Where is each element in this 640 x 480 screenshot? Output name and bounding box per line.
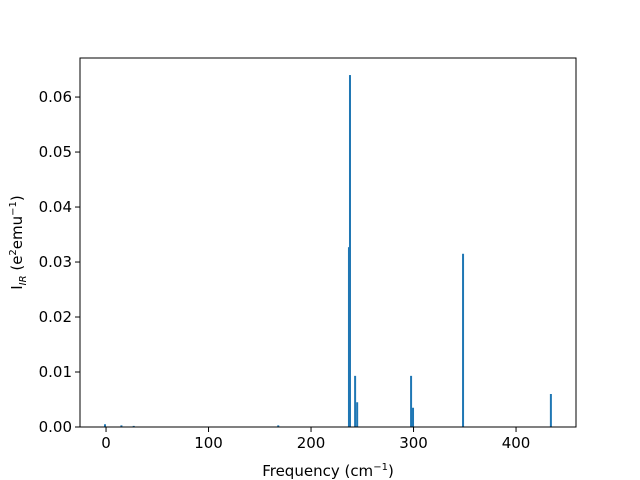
bar — [549, 394, 552, 427]
y-tick-label: 0.01 — [39, 363, 72, 381]
x-axis-label-part: ) — [388, 462, 394, 480]
x-tick-label: 200 — [297, 434, 326, 452]
bar — [120, 425, 123, 427]
bar — [412, 407, 415, 427]
bar — [277, 425, 280, 427]
bar — [354, 375, 357, 427]
y-axis-label-part: (e — [8, 256, 26, 276]
y-axis-label-sub: IR — [18, 275, 29, 285]
y-tick-label: 0.05 — [39, 143, 72, 161]
y-tick-label: 0.00 — [39, 418, 72, 436]
y-axis-label-part: I — [8, 285, 26, 289]
y-tick-label: 0.03 — [39, 253, 72, 271]
x-axis-label: Frequency (cm−1) — [262, 462, 394, 480]
bar — [348, 75, 351, 427]
bar — [347, 247, 350, 427]
plot-frame — [79, 57, 577, 428]
x-tick-label: 0 — [101, 434, 111, 452]
x-tick-label: 100 — [194, 434, 223, 452]
y-tick-label: 0.06 — [39, 88, 72, 106]
y-axis-label-part: emu — [8, 216, 26, 249]
x-tick-label: 300 — [399, 434, 428, 452]
y-axis-label-sup: −1 — [8, 201, 19, 216]
x-tick-label: 400 — [502, 434, 531, 452]
y-axis-label-sup: 2 — [8, 249, 19, 255]
bar — [356, 402, 359, 427]
x-axis-label-sup: −1 — [373, 462, 388, 473]
y-axis-label: IIR (e2emu−1) — [8, 195, 29, 290]
y-tick-label: 0.02 — [39, 308, 72, 326]
y-tick-label: 0.04 — [39, 198, 72, 216]
bar — [104, 424, 107, 427]
bar — [132, 425, 135, 427]
x-axis-label-part: Frequency (cm — [262, 462, 373, 480]
bar — [462, 253, 465, 427]
y-axis-label-part: ) — [8, 195, 26, 201]
bar — [410, 375, 413, 427]
